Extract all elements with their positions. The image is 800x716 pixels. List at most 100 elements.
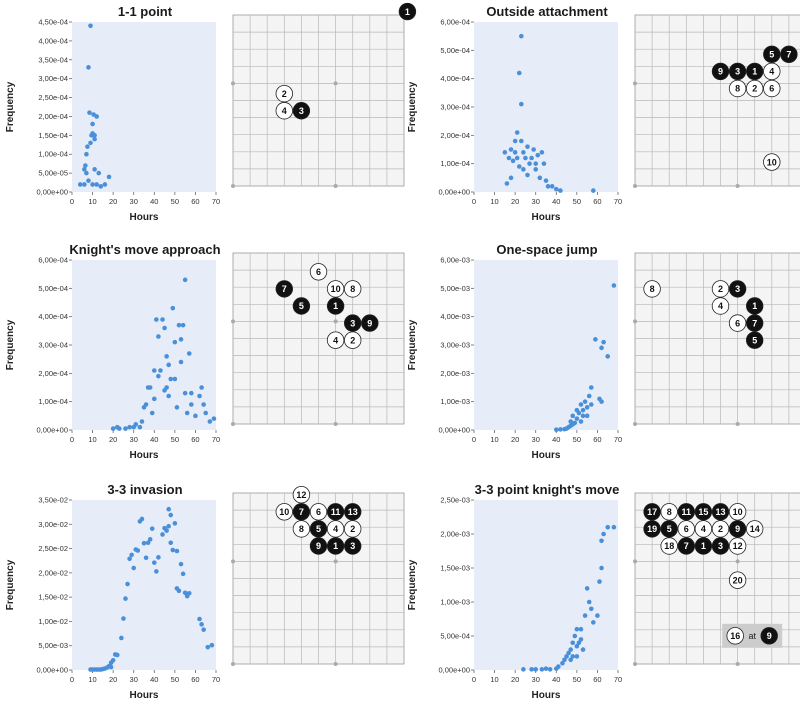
data-point <box>84 151 89 157</box>
black-stone <box>780 45 798 64</box>
white-stone <box>763 62 781 81</box>
data-point <box>131 565 137 571</box>
data-point <box>588 385 594 390</box>
stone-number: 3 <box>735 284 740 294</box>
data-point <box>154 569 159 574</box>
data-point <box>541 161 547 166</box>
y-tick-label: 2,00e-02 <box>38 568 68 577</box>
plot-area <box>72 260 216 430</box>
data-point <box>154 317 159 322</box>
x-tick-label: 50 <box>573 435 581 444</box>
stone-number: 6 <box>735 318 740 328</box>
stone-number: 5 <box>299 301 304 311</box>
data-point <box>574 416 580 421</box>
stone-number: 4 <box>282 106 287 116</box>
x-axis-label: Hours <box>130 690 159 701</box>
data-point <box>531 147 536 152</box>
data-point <box>586 393 592 399</box>
data-point <box>568 647 573 652</box>
x-tick-label: 20 <box>109 675 117 684</box>
white-stone <box>292 486 311 504</box>
plot-area <box>474 500 618 670</box>
stone-number: 10 <box>279 507 289 517</box>
star-point <box>735 559 740 564</box>
data-point <box>574 643 580 649</box>
go-board: 1 2 4 3 <box>231 2 417 188</box>
x-tick-label: 10 <box>88 675 96 684</box>
y-axis-label: Frequency <box>5 559 16 610</box>
y-tick-label: 2,50e-02 <box>38 544 68 553</box>
data-point <box>172 376 178 382</box>
data-point <box>92 136 97 142</box>
go-board: 8 2 3 4 1 6 7 5 <box>633 252 800 426</box>
stone-number: 3 <box>350 318 355 328</box>
stone-number: 2 <box>350 524 355 534</box>
data-point <box>139 516 145 522</box>
data-point <box>117 426 122 431</box>
data-point <box>133 422 139 427</box>
stone-number: 12 <box>296 490 306 500</box>
white-stone <box>292 520 311 538</box>
data-point <box>574 654 580 659</box>
scatter-chart: 0,00e+00 5,00e-05 1,00e-04 1,50e-04 2,00e-04… <box>5 18 220 224</box>
star-point <box>231 319 235 324</box>
data-point <box>211 416 217 421</box>
data-point <box>162 325 167 331</box>
data-point <box>92 167 97 172</box>
data-point <box>189 402 194 407</box>
y-tick-label: 1,50e-02 <box>38 593 68 602</box>
data-point <box>599 538 604 544</box>
data-point <box>207 419 213 424</box>
stone-number: 8 <box>735 84 740 94</box>
stone-number: 9 <box>316 541 321 551</box>
data-point <box>570 413 576 419</box>
white-stone <box>643 280 661 298</box>
white-stone <box>726 627 744 645</box>
stone-number: 3 <box>718 541 723 551</box>
data-point <box>156 555 161 560</box>
data-point <box>141 540 147 546</box>
y-axis-label: Frequency <box>407 559 418 610</box>
x-tick-label: 70 <box>614 435 622 444</box>
x-tick-label: 70 <box>212 675 220 684</box>
y-tick-label: 5,00e-04 <box>440 632 470 641</box>
x-tick-label: 40 <box>150 675 158 684</box>
white-stone <box>728 503 747 521</box>
x-tick-label: 0 <box>472 435 476 444</box>
data-point <box>168 540 174 546</box>
x-tick-label: 30 <box>532 197 540 206</box>
data-point <box>114 652 120 658</box>
stone-number: 7 <box>282 284 287 294</box>
stone-number: 4 <box>333 524 338 534</box>
data-point <box>580 647 586 652</box>
data-point <box>521 167 526 172</box>
data-point <box>88 140 93 146</box>
x-tick-label: 70 <box>212 435 220 444</box>
data-point <box>164 385 169 390</box>
data-point <box>521 150 526 155</box>
data-point <box>149 526 155 531</box>
data-point <box>519 101 524 107</box>
data-point <box>578 626 584 632</box>
x-tick-label: 30 <box>532 675 540 684</box>
data-point <box>201 627 206 632</box>
y-tick-label: 4,00e-03 <box>440 312 470 321</box>
x-tick-label: 70 <box>614 675 622 684</box>
stone-number: 14 <box>750 524 760 534</box>
y-tick-label: 0,00e+00 <box>439 426 471 435</box>
chart-title: Outside attachment <box>486 4 608 19</box>
data-point <box>108 664 114 670</box>
data-point <box>595 613 600 618</box>
black-stone <box>643 503 661 521</box>
data-point <box>156 334 161 339</box>
y-tick-label: 2,50e-04 <box>38 93 68 102</box>
data-point <box>591 620 596 625</box>
stone-number: 1 <box>333 301 338 311</box>
white-stone <box>344 520 362 538</box>
black-stone <box>711 62 730 81</box>
data-point <box>564 654 569 659</box>
data-point <box>86 65 91 70</box>
data-point <box>77 182 83 187</box>
stone-number: 2 <box>752 84 757 94</box>
data-point <box>98 184 104 189</box>
